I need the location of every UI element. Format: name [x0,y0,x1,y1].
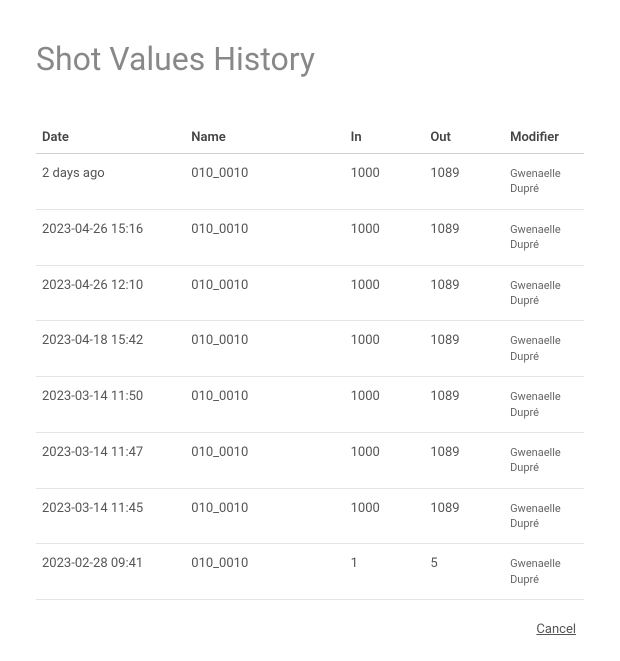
page-title: Shot Values History [36,40,584,78]
cell-name: 010_0010 [185,209,344,265]
cell-date: 2023-04-26 15:16 [36,209,185,265]
cell-modifier: Gwenaelle Dupré [504,154,584,210]
cell-out: 1089 [424,488,504,544]
cell-out: 1089 [424,321,504,377]
cell-date: 2023-03-14 11:47 [36,432,185,488]
cell-date: 2023-03-14 11:45 [36,488,185,544]
cell-name: 010_0010 [185,321,344,377]
cell-in: 1 [345,544,425,600]
cell-modifier: Gwenaelle Dupré [504,432,584,488]
cancel-button[interactable]: Cancel [536,622,576,637]
cell-name: 010_0010 [185,377,344,433]
cell-in: 1000 [345,265,425,321]
cell-in: 1000 [345,209,425,265]
cell-modifier: Gwenaelle Dupré [504,544,584,600]
cell-date: 2023-04-26 12:10 [36,265,185,321]
cell-in: 1000 [345,377,425,433]
table-row: 2023-02-28 09:41010_001015Gwenaelle Dupr… [36,544,584,600]
footer: Cancel [36,622,584,637]
cell-name: 010_0010 [185,432,344,488]
table-row: 2023-03-14 11:47010_001010001089Gwenaell… [36,432,584,488]
cell-modifier: Gwenaelle Dupré [504,265,584,321]
table-row: 2023-03-14 11:45010_001010001089Gwenaell… [36,488,584,544]
table-row: 2 days ago010_001010001089Gwenaelle Dupr… [36,154,584,210]
table-row: 2023-04-18 15:42010_001010001089Gwenaell… [36,321,584,377]
cell-date: 2 days ago [36,154,185,210]
col-header-modifier: Modifier [504,122,584,154]
cell-out: 1089 [424,154,504,210]
table-row: 2023-04-26 15:16010_001010001089Gwenaell… [36,209,584,265]
history-table: Date Name In Out Modifier 2 days ago010_… [36,122,584,600]
cell-modifier: Gwenaelle Dupré [504,209,584,265]
cell-date: 2023-02-28 09:41 [36,544,185,600]
cell-out: 1089 [424,209,504,265]
table-row: 2023-03-14 11:50010_001010001089Gwenaell… [36,377,584,433]
col-header-name: Name [185,122,344,154]
cell-in: 1000 [345,321,425,377]
cell-name: 010_0010 [185,265,344,321]
table-row: 2023-04-26 12:10010_001010001089Gwenaell… [36,265,584,321]
col-header-out: Out [424,122,504,154]
cell-modifier: Gwenaelle Dupré [504,488,584,544]
cell-date: 2023-04-18 15:42 [36,321,185,377]
cell-modifier: Gwenaelle Dupré [504,321,584,377]
cell-date: 2023-03-14 11:50 [36,377,185,433]
col-header-in: In [345,122,425,154]
cell-in: 1000 [345,488,425,544]
cell-out: 1089 [424,265,504,321]
cell-out: 5 [424,544,504,600]
cell-name: 010_0010 [185,544,344,600]
cell-modifier: Gwenaelle Dupré [504,377,584,433]
cell-out: 1089 [424,377,504,433]
cell-name: 010_0010 [185,488,344,544]
col-header-date: Date [36,122,185,154]
cell-in: 1000 [345,154,425,210]
cell-in: 1000 [345,432,425,488]
cell-name: 010_0010 [185,154,344,210]
cell-out: 1089 [424,432,504,488]
